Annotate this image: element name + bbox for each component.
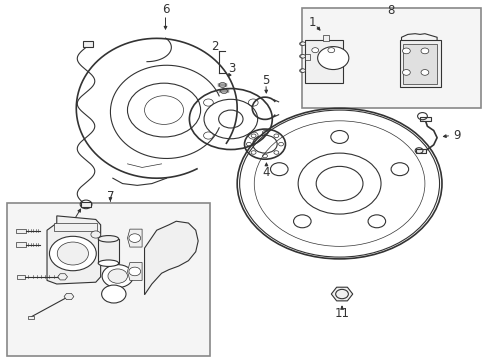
Bar bbox=[54, 223, 97, 231]
Polygon shape bbox=[144, 221, 198, 295]
Bar bbox=[16, 229, 26, 233]
Circle shape bbox=[108, 269, 127, 283]
Bar bbox=[81, 202, 91, 207]
Circle shape bbox=[102, 265, 133, 288]
Circle shape bbox=[129, 234, 141, 242]
Text: 7: 7 bbox=[106, 190, 114, 203]
Bar bbox=[415, 149, 425, 153]
Ellipse shape bbox=[98, 235, 119, 242]
Circle shape bbox=[300, 69, 305, 72]
Bar bbox=[322, 35, 329, 41]
Circle shape bbox=[102, 285, 126, 303]
Polygon shape bbox=[58, 274, 67, 280]
Polygon shape bbox=[64, 293, 74, 300]
Circle shape bbox=[299, 42, 304, 45]
Circle shape bbox=[420, 69, 428, 75]
Text: 8: 8 bbox=[386, 4, 394, 17]
Bar bbox=[98, 239, 119, 263]
Bar bbox=[307, 41, 340, 80]
Circle shape bbox=[300, 42, 305, 45]
Text: 4: 4 bbox=[262, 166, 270, 179]
Text: 1: 1 bbox=[308, 16, 316, 29]
Circle shape bbox=[129, 267, 141, 276]
Circle shape bbox=[402, 69, 409, 75]
Bar bbox=[16, 242, 26, 247]
Polygon shape bbox=[127, 229, 142, 247]
Circle shape bbox=[402, 48, 409, 54]
Polygon shape bbox=[127, 262, 142, 280]
Text: 5: 5 bbox=[261, 74, 268, 87]
Bar bbox=[305, 54, 310, 60]
Bar bbox=[82, 41, 93, 46]
Bar bbox=[6, 203, 210, 356]
Bar bbox=[27, 316, 34, 319]
Circle shape bbox=[311, 48, 318, 53]
Circle shape bbox=[91, 231, 101, 238]
Bar bbox=[338, 54, 343, 60]
Bar bbox=[302, 8, 480, 108]
Circle shape bbox=[420, 48, 428, 54]
Bar bbox=[17, 275, 24, 279]
Ellipse shape bbox=[98, 260, 119, 266]
Circle shape bbox=[299, 54, 304, 58]
Circle shape bbox=[300, 54, 305, 58]
Bar bbox=[403, 44, 436, 84]
Bar bbox=[305, 40, 343, 83]
Polygon shape bbox=[330, 287, 352, 301]
Bar bbox=[399, 40, 440, 87]
Circle shape bbox=[317, 46, 348, 69]
Text: 3: 3 bbox=[228, 62, 236, 75]
Text: 10: 10 bbox=[56, 224, 70, 237]
Text: 11: 11 bbox=[334, 307, 349, 320]
Circle shape bbox=[57, 242, 88, 265]
Bar bbox=[419, 117, 430, 121]
Circle shape bbox=[299, 69, 304, 72]
Text: 2: 2 bbox=[211, 40, 219, 53]
Text: 6: 6 bbox=[162, 3, 169, 16]
Text: 9: 9 bbox=[452, 129, 459, 142]
Circle shape bbox=[327, 48, 334, 53]
Circle shape bbox=[49, 236, 96, 271]
Polygon shape bbox=[47, 216, 101, 284]
